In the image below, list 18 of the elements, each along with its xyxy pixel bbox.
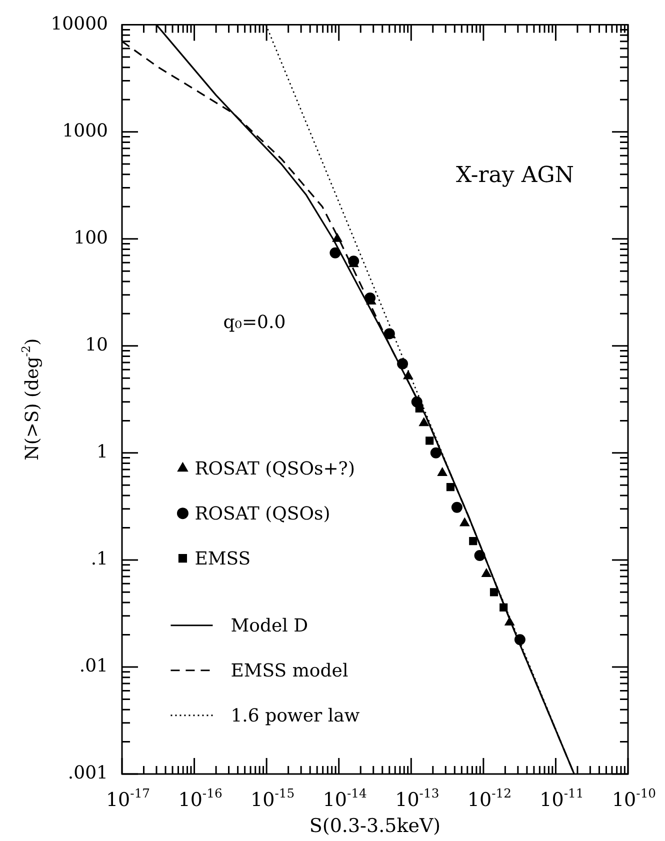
y-tick-label: 1000 xyxy=(62,120,108,142)
y-tick-label: .1 xyxy=(90,548,108,570)
legend-label: ROSAT (QSOs) xyxy=(194,503,330,524)
legend-label: 1.6 power law xyxy=(230,705,360,726)
legend-label: EMSS model xyxy=(230,660,348,682)
y-axis-title: N(>S) (deg-2) xyxy=(18,338,43,460)
y-tick-label: 100 xyxy=(74,228,108,249)
annotation: X-ray AGN xyxy=(456,163,574,188)
annotation: q₀=0.0 xyxy=(223,312,286,334)
legend-label: Model D xyxy=(230,615,308,636)
legend-label: EMSS xyxy=(194,548,251,570)
y-tick-label: .001 xyxy=(68,762,108,784)
x-axis-title: S(0.3-3.5keV) xyxy=(309,815,441,837)
y-tick-label: 10 xyxy=(85,334,108,356)
y-tick-label: 1 xyxy=(96,442,108,463)
y-tick-label: .01 xyxy=(79,656,108,677)
y-tick-label: 10000 xyxy=(50,13,108,34)
legend-label: ROSAT (QSOs+?) xyxy=(194,458,355,480)
